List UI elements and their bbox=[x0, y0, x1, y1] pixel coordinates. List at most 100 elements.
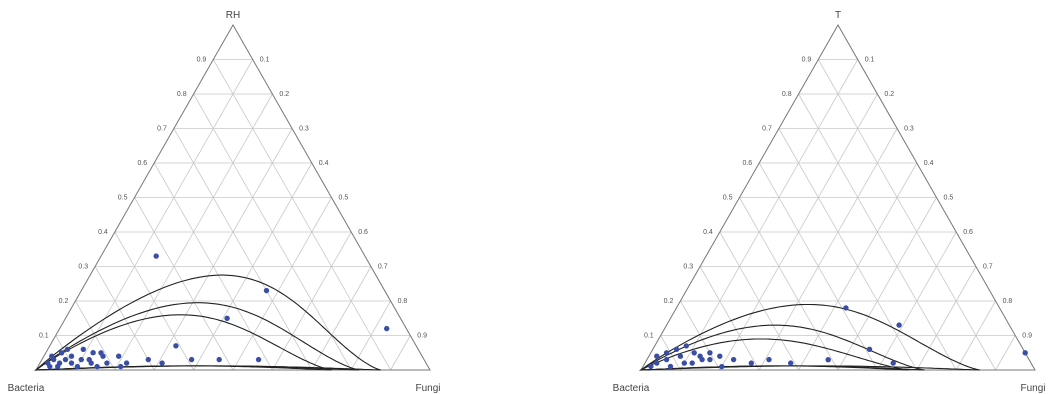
grid-line bbox=[778, 128, 918, 371]
data-point bbox=[654, 353, 660, 359]
grid-line bbox=[153, 128, 293, 371]
data-point bbox=[890, 360, 896, 366]
grid-line bbox=[134, 197, 234, 371]
data-point bbox=[80, 346, 87, 352]
data-point bbox=[159, 360, 165, 366]
right-edge-tick-label: 0.1 bbox=[260, 57, 270, 64]
data-point bbox=[216, 356, 222, 363]
left-edge-tick-label: 0.2 bbox=[59, 298, 69, 305]
contour-line-2 bbox=[34, 302, 360, 371]
data-point bbox=[677, 353, 684, 359]
data-point bbox=[719, 363, 725, 370]
grid-line bbox=[680, 300, 721, 371]
data-point bbox=[825, 357, 831, 363]
grid-line bbox=[75, 59, 254, 371]
data-point bbox=[689, 360, 695, 366]
right-edge-tick-label: 0.9 bbox=[417, 333, 427, 340]
data-point bbox=[47, 363, 53, 370]
right-edge-tick-label: 0.3 bbox=[904, 126, 914, 133]
right-edge-tick-label: 0.9 bbox=[1022, 333, 1032, 340]
right-edge-tick-label: 0.5 bbox=[339, 195, 349, 202]
left-edge-tick-label: 0.4 bbox=[703, 229, 713, 236]
right-chart-border bbox=[640, 23, 1036, 371]
data-point bbox=[843, 305, 849, 311]
data-point bbox=[90, 350, 96, 356]
left-chart-border bbox=[35, 23, 431, 371]
left-edge-tick-label: 0.6 bbox=[137, 160, 147, 167]
vertex-label-left: Bacteria bbox=[613, 383, 650, 394]
right-edge-tick-label: 0.1 bbox=[865, 57, 875, 64]
data-point bbox=[153, 253, 159, 259]
data-point bbox=[118, 363, 124, 370]
data-point bbox=[86, 356, 92, 363]
data-point bbox=[58, 350, 65, 356]
data-point bbox=[94, 363, 100, 370]
data-point bbox=[104, 360, 110, 366]
data-point bbox=[62, 356, 69, 363]
right-edge-tick-label: 0.7 bbox=[378, 264, 388, 271]
data-point bbox=[98, 350, 104, 356]
data-point bbox=[683, 343, 689, 349]
data-point bbox=[224, 315, 230, 321]
data-point bbox=[707, 356, 713, 363]
left-edge-tick-label: 0.8 bbox=[782, 91, 792, 98]
grid-line bbox=[955, 300, 996, 371]
left-edge-tick-label: 0.1 bbox=[644, 333, 654, 340]
grid-line bbox=[719, 231, 799, 371]
data-point bbox=[145, 356, 151, 363]
data-point bbox=[681, 360, 687, 366]
right-edge-tick-label: 0.7 bbox=[983, 264, 993, 271]
data-point bbox=[173, 343, 179, 349]
grid-line bbox=[660, 335, 681, 371]
contour-line-3 bbox=[34, 314, 332, 371]
left-edge-tick-label: 0.8 bbox=[177, 91, 187, 98]
left-edge-tick-label: 0.4 bbox=[98, 229, 108, 236]
data-point bbox=[717, 353, 723, 359]
data-point bbox=[896, 322, 902, 328]
grid-line bbox=[699, 266, 760, 371]
right-edge-tick-label: 0.2 bbox=[884, 91, 894, 98]
data-point bbox=[78, 356, 85, 363]
data-point bbox=[1022, 350, 1028, 356]
vertex-label-left: Bacteria bbox=[8, 383, 45, 394]
grid-line bbox=[837, 197, 937, 371]
data-point bbox=[788, 360, 794, 366]
right-edge-tick-label: 0.8 bbox=[1003, 298, 1013, 305]
data-point bbox=[707, 350, 713, 356]
left-edge-tick-label: 0.3 bbox=[78, 264, 88, 271]
right-edge-tick-label: 0.8 bbox=[398, 298, 408, 305]
right-edge-tick-label: 0.5 bbox=[944, 195, 954, 202]
grid-line bbox=[390, 335, 411, 371]
grid-line bbox=[758, 128, 898, 371]
data-point bbox=[663, 356, 670, 363]
contour-line-1 bbox=[639, 303, 980, 371]
right-edge-tick-label: 0.6 bbox=[358, 229, 368, 236]
data-point bbox=[654, 360, 660, 366]
left-chart-grid bbox=[55, 59, 411, 371]
right-edge-tick-label: 0.2 bbox=[279, 91, 289, 98]
vertex-label-right: Fungi bbox=[1020, 383, 1045, 394]
right-chart: 0.1 0.2 0.3 0.4 0.5 0.6 0.7 0.8 0.9 0.1 0.2 0.3 0.4 0… bbox=[613, 10, 1046, 394]
vertex-label-top: RH bbox=[226, 10, 240, 21]
data-point bbox=[748, 360, 754, 366]
grid-line bbox=[916, 266, 977, 371]
data-point bbox=[663, 350, 670, 356]
left-edge-tick-label: 0.5 bbox=[118, 195, 128, 202]
data-point bbox=[255, 356, 262, 363]
right-edge-tick-label: 0.6 bbox=[963, 229, 973, 236]
data-point bbox=[123, 360, 130, 366]
grid-line bbox=[817, 59, 996, 371]
left-edge-tick-label: 0.6 bbox=[742, 160, 752, 167]
grid-line bbox=[173, 128, 313, 371]
left-edge-tick-label: 0.1 bbox=[39, 333, 49, 340]
grid-line bbox=[680, 59, 859, 371]
grid-line bbox=[311, 266, 372, 371]
right-edge-tick-label: 0.3 bbox=[299, 126, 309, 133]
left-edge-tick-label: 0.5 bbox=[723, 195, 733, 202]
data-point bbox=[673, 346, 680, 352]
vertex-label-top: T bbox=[835, 10, 841, 21]
grid-line bbox=[877, 231, 957, 371]
data-point bbox=[64, 346, 71, 352]
